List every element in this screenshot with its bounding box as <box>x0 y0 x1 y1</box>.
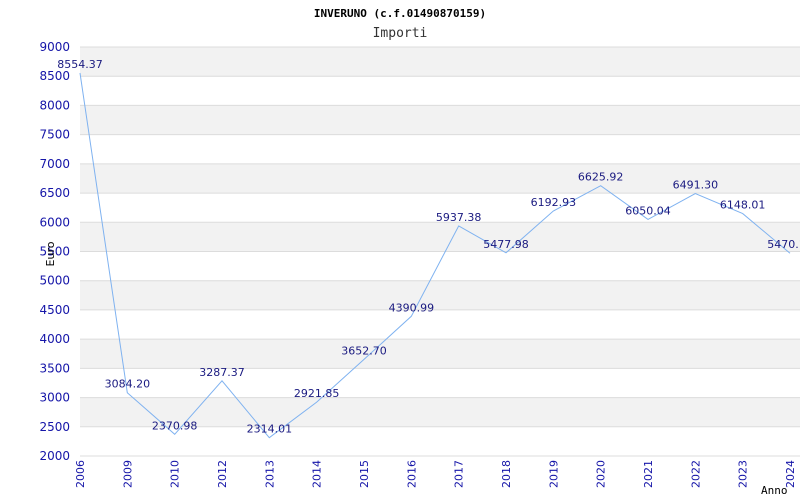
data-labels: 8554.37 3084.20 2370.98 3287.37 2314.01 2921.… <box>57 58 800 436</box>
grid-lines <box>80 46 800 457</box>
x-tick-label: 2014 <box>311 460 324 488</box>
chart-subtitle: Importi <box>373 26 428 41</box>
series-line <box>79 72 791 439</box>
x-tick-label: 2015 <box>358 460 371 488</box>
data-label: 5477.98 <box>483 238 529 251</box>
data-label: 6625.92 <box>578 171 624 184</box>
y-tick-label: 5000 <box>39 274 70 288</box>
data-label: 2370.98 <box>152 419 198 432</box>
y-tick-label: 5500 <box>39 245 70 259</box>
data-label: 6148.01 <box>720 199 766 212</box>
background-band <box>80 163 800 194</box>
data-label: 5937.38 <box>436 211 482 224</box>
series-line-group <box>79 72 791 439</box>
chart-title: INVERUNO (c.f.01490870159) <box>314 7 486 20</box>
x-tick-label: 2023 <box>737 460 750 488</box>
y-tick-label: 2500 <box>39 420 70 434</box>
y-tick-label: 3000 <box>39 391 70 405</box>
x-tick-label: 2016 <box>405 460 418 488</box>
background-band <box>80 47 800 77</box>
data-label: 2314.01 <box>247 423 293 436</box>
x-tick-label: 2006 <box>74 460 87 488</box>
y-tick-label: 8500 <box>39 69 70 83</box>
x-tick-label: 2009 <box>121 460 134 488</box>
background-band <box>80 397 800 427</box>
data-label: 6050.04 <box>625 204 671 217</box>
x-tick-label: 2013 <box>263 460 276 488</box>
background-band <box>80 105 800 135</box>
data-label: 4390.99 <box>389 301 435 314</box>
background-bands <box>80 47 800 427</box>
y-tick-label: 6000 <box>39 215 70 229</box>
x-tick-label: 2017 <box>453 460 466 488</box>
x-tick-label: 2022 <box>689 460 702 488</box>
data-label: 3084.20 <box>105 378 151 391</box>
y-tick-label: 4000 <box>39 332 70 346</box>
data-label: 5470.11 <box>767 238 800 251</box>
y-tick-label: 3500 <box>39 361 70 375</box>
y-axis-label: Euro <box>44 241 57 266</box>
y-tick-label: 6500 <box>39 186 70 200</box>
data-label: 6491.30 <box>673 179 719 192</box>
y-tick-label: 4500 <box>39 303 70 317</box>
y-tick-label: 8000 <box>39 98 70 112</box>
background-band <box>80 222 800 252</box>
y-tick-label: 2000 <box>39 449 70 463</box>
x-tick-label: 2024 <box>784 460 797 488</box>
y-axis-ticks: 2000 2500 3000 3500 4000 4500 5000 5500 6000 6500… <box>39 40 70 463</box>
data-label: 3652.70 <box>341 344 387 357</box>
x-tick-label: 2019 <box>547 460 560 488</box>
data-label: 6192.93 <box>531 196 577 209</box>
y-tick-label: 7000 <box>39 157 70 171</box>
data-label: 3287.37 <box>199 366 245 379</box>
x-tick-label: 2010 <box>169 460 182 488</box>
background-band <box>80 280 800 310</box>
data-label: 2921.85 <box>294 387 340 400</box>
x-tick-label: 2018 <box>500 460 513 488</box>
y-tick-label: 9000 <box>39 40 70 54</box>
x-axis-ticks: 2006 2009 2010 2012 2013 2014 2015 2016 2017 2018… <box>74 460 797 488</box>
x-axis-label: Anno <box>761 484 788 497</box>
background-band <box>80 339 800 369</box>
x-tick-label: 2021 <box>642 460 655 488</box>
x-tick-label: 2012 <box>216 460 229 488</box>
y-tick-label: 7500 <box>39 128 70 142</box>
data-label: 8554.37 <box>57 58 103 71</box>
x-tick-label: 2020 <box>595 460 608 488</box>
